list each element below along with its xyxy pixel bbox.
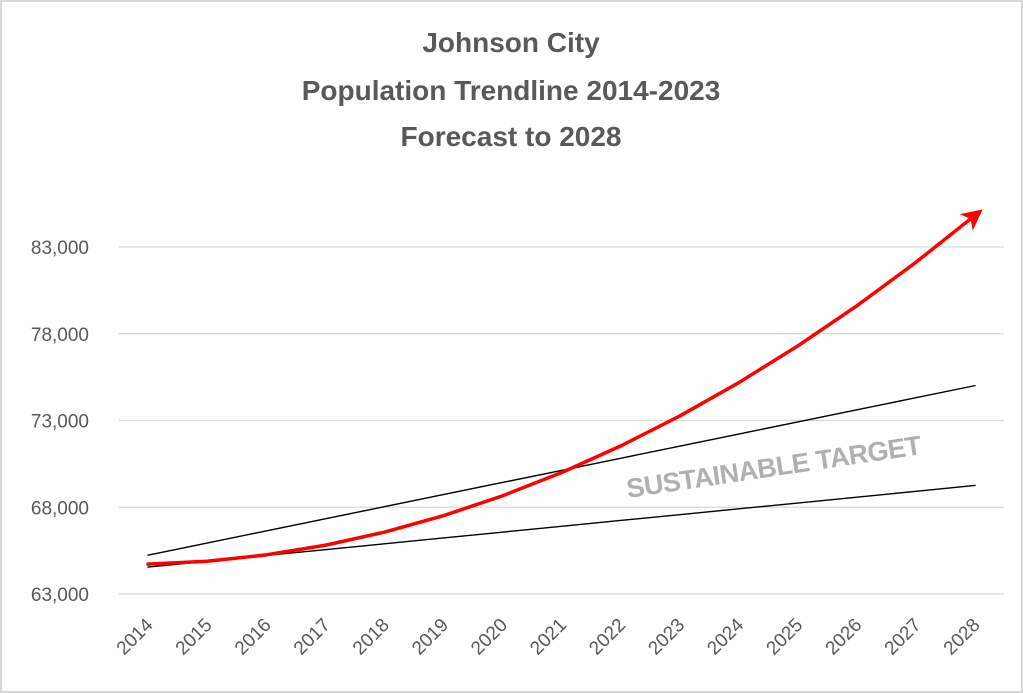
series-line-target-lower bbox=[147, 484, 976, 568]
x-tick-label: 2014 bbox=[113, 614, 158, 659]
x-tick-label: 2024 bbox=[704, 614, 749, 659]
y-tick-label: 73,000 bbox=[31, 412, 89, 433]
y-tick-label: 63,000 bbox=[31, 585, 89, 606]
title-line-1: Johnson City bbox=[422, 27, 600, 58]
annotation-sustainable-target: SUSTAINABLE TARGET bbox=[624, 430, 924, 504]
series-line-target-upper bbox=[147, 384, 976, 556]
x-tick-label: 2017 bbox=[290, 615, 335, 660]
x-axis-ticks: 2014 2015 2016 2017 2018 2019 2020 2021 2022 2023… bbox=[113, 614, 985, 659]
y-tick-label: 78,000 bbox=[31, 325, 89, 346]
x-tick-label: 2023 bbox=[644, 615, 689, 660]
title-line-2: Population Trendline 2014-2023 bbox=[302, 75, 721, 106]
y-tick-label: 68,000 bbox=[31, 498, 89, 519]
title-line-3: Forecast to 2028 bbox=[401, 121, 622, 152]
y-tick-label: 83,000 bbox=[31, 238, 89, 259]
x-tick-label: 2020 bbox=[467, 615, 512, 660]
series-line-forecast bbox=[146, 209, 983, 566]
x-tick-label: 2025 bbox=[763, 615, 808, 660]
x-tick-label: 2016 bbox=[231, 615, 276, 660]
gridlines bbox=[119, 246, 1004, 595]
x-tick-label: 2015 bbox=[172, 615, 217, 660]
x-tick-label: 2019 bbox=[408, 615, 453, 660]
x-tick-label: 2018 bbox=[349, 615, 394, 660]
y-axis-ticks: 63,000 68,000 73,000 78,000 83,000 bbox=[31, 238, 89, 606]
x-tick-label: 2022 bbox=[585, 615, 630, 660]
series-lines bbox=[146, 209, 983, 568]
x-tick-label: 2027 bbox=[881, 615, 926, 660]
x-tick-label: 2021 bbox=[526, 615, 571, 660]
x-tick-label: 2028 bbox=[940, 615, 985, 660]
chart-title: Johnson City Population Trendline 2014-2… bbox=[302, 27, 721, 152]
x-tick-label: 2026 bbox=[822, 615, 867, 660]
